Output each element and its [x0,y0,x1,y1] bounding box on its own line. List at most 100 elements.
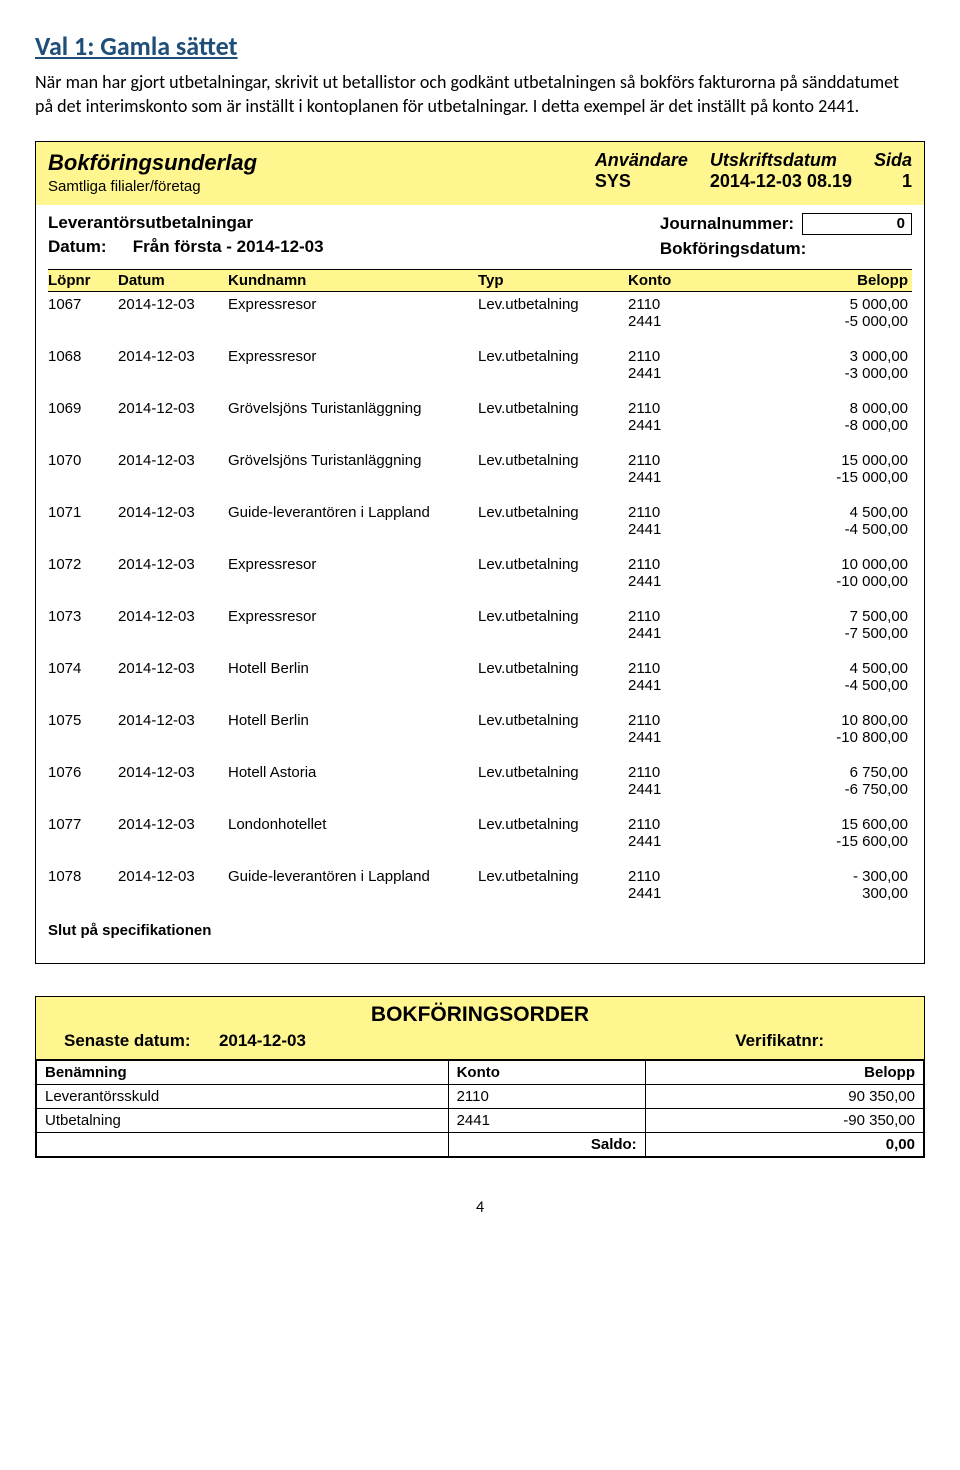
cell-kund: Expressresor [228,348,478,365]
cell-bel2: -15 600,00 [758,833,912,850]
saldo-label: Saldo: [448,1132,645,1156]
cell-konto1: 2110 [628,556,758,573]
datum-label: Datum: [48,237,128,257]
report-subtitle: Samtliga filialer/företag [48,178,595,195]
cell-lopnr: 1073 [48,608,118,625]
cell-datum: 2014-12-03 [118,868,228,885]
order-row: Leverantörsskuld211090 350,00 [37,1084,924,1108]
table-row: 10692014-12-03Grövelsjöns Turistanläggni… [48,396,912,448]
end-of-spec: Slut på specifikationen [48,916,912,963]
cell-datum: 2014-12-03 [118,816,228,833]
cell-bel1: 15 000,00 [758,452,912,469]
cell-konto1: 2110 [628,348,758,365]
cell-bel2: -7 500,00 [758,625,912,642]
cell-konto2: 2441 [628,625,758,642]
col-kund: Kundnamn [228,272,478,289]
cell-kund: Grövelsjöns Turistanläggning [228,400,478,417]
cell-konto2: 2441 [628,313,758,330]
user-value: SYS [595,171,688,192]
col-datum: Datum [118,272,228,289]
table-row: 10772014-12-03LondonhotelletLev.utbetaln… [48,812,912,864]
col-konto: Konto [628,272,758,289]
cell-bel1: 8 000,00 [758,400,912,417]
table-row: 10712014-12-03Guide-leverantören i Lappl… [48,500,912,552]
cell-kund: Guide-leverantören i Lappland [228,868,478,885]
cell-typ: Lev.utbetalning [478,712,628,729]
page-value: 1 [874,171,912,192]
order-cell-bel: -90 350,00 [645,1108,923,1132]
cell-datum: 2014-12-03 [118,504,228,521]
cell-bel2: -5 000,00 [758,313,912,330]
cell-bel2: -4 500,00 [758,521,912,538]
cell-bel1: 3 000,00 [758,348,912,365]
cell-lopnr: 1069 [48,400,118,417]
cell-konto1: 2110 [628,400,758,417]
order-cell-ben: Utbetalning [37,1108,449,1132]
cell-bel1: 7 500,00 [758,608,912,625]
page-label: Sida [874,150,912,171]
order-saldo-row: Saldo:0,00 [37,1132,924,1156]
cell-konto1: 2110 [628,608,758,625]
cell-typ: Lev.utbetalning [478,504,628,521]
cell-kund: Hotell Berlin [228,712,478,729]
cell-bel2: -8 000,00 [758,417,912,434]
cell-konto2: 2441 [628,469,758,486]
order-box: BOKFÖRINGSORDER Senaste datum: 2014-12-0… [35,996,925,1158]
col-lopnr: Löpnr [48,272,118,289]
senaste-label: Senaste datum: [64,1031,191,1050]
table-header: Löpnr Datum Kundnamn Typ Konto Belopp [48,269,912,292]
order-col-bel: Belopp [645,1060,923,1084]
cell-bel2: -10 800,00 [758,729,912,746]
cell-bel1: 4 500,00 [758,504,912,521]
order-col-ben: Benämning [37,1060,449,1084]
cell-konto1: 2110 [628,712,758,729]
cell-konto2: 2441 [628,729,758,746]
cell-bel1: 15 600,00 [758,816,912,833]
table-row: 10682014-12-03ExpressresorLev.utbetalnin… [48,344,912,396]
cell-typ: Lev.utbetalning [478,400,628,417]
cell-konto1: 2110 [628,816,758,833]
cell-kund: Expressresor [228,296,478,313]
cell-konto1: 2110 [628,868,758,885]
saldo-value: 0,00 [645,1132,923,1156]
printdate-value: 2014-12-03 08.19 [710,171,852,192]
cell-datum: 2014-12-03 [118,296,228,313]
cell-bel1: 5 000,00 [758,296,912,313]
meta-title: Leverantörsutbetalningar [48,213,660,233]
cell-typ: Lev.utbetalning [478,452,628,469]
cell-lopnr: 1075 [48,712,118,729]
cell-bel2: -6 750,00 [758,781,912,798]
table-row: 10762014-12-03Hotell AstoriaLev.utbetaln… [48,760,912,812]
printdate-label: Utskriftsdatum [710,150,852,171]
order-title: BOKFÖRINGSORDER [46,1003,914,1027]
cell-lopnr: 1076 [48,764,118,781]
cell-konto1: 2110 [628,296,758,313]
cell-bel2: 300,00 [758,885,912,902]
datum-value: Från första - 2014-12-03 [133,237,324,256]
table-row: 10702014-12-03Grövelsjöns Turistanläggni… [48,448,912,500]
cell-konto2: 2441 [628,521,758,538]
cell-typ: Lev.utbetalning [478,764,628,781]
cell-bel2: -15 000,00 [758,469,912,486]
table-row: 10782014-12-03Guide-leverantören i Lappl… [48,864,912,916]
journal-value: 0 [802,213,912,235]
cell-konto2: 2441 [628,365,758,382]
cell-konto1: 2110 [628,452,758,469]
cell-bel2: -3 000,00 [758,365,912,382]
order-cell-konto: 2110 [448,1084,645,1108]
order-table: Benämning Konto Belopp Leverantörsskuld2… [36,1060,924,1157]
cell-kund: Hotell Berlin [228,660,478,677]
col-typ: Typ [478,272,628,289]
cell-typ: Lev.utbetalning [478,556,628,573]
table-row: 10732014-12-03ExpressresorLev.utbetalnin… [48,604,912,656]
cell-lopnr: 1077 [48,816,118,833]
table-row: 10752014-12-03Hotell BerlinLev.utbetalni… [48,708,912,760]
cell-datum: 2014-12-03 [118,400,228,417]
cell-konto1: 2110 [628,764,758,781]
cell-typ: Lev.utbetalning [478,816,628,833]
page-number: 4 [35,1198,925,1217]
cell-datum: 2014-12-03 [118,712,228,729]
cell-datum: 2014-12-03 [118,608,228,625]
user-label: Användare [595,150,688,171]
cell-typ: Lev.utbetalning [478,660,628,677]
